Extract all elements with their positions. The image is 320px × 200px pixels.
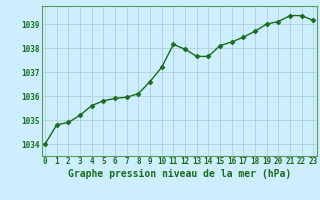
X-axis label: Graphe pression niveau de la mer (hPa): Graphe pression niveau de la mer (hPa): [68, 169, 291, 179]
